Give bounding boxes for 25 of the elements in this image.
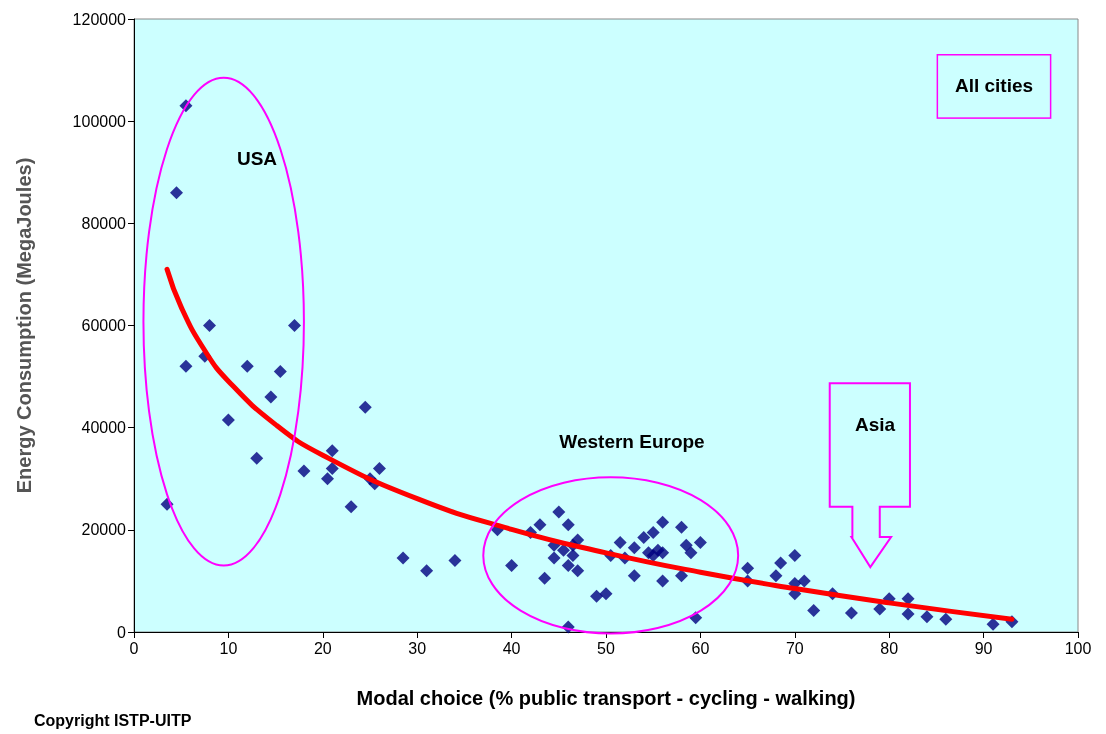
y-tick-label: 100000 xyxy=(72,112,127,130)
y-tick-label: 20000 xyxy=(81,521,127,539)
x-tick-label: 80 xyxy=(880,639,899,657)
x-tick-label: 60 xyxy=(691,639,710,657)
annotation: Western Europe xyxy=(559,430,705,452)
y-tick-label: 120000 xyxy=(72,10,127,28)
x-tick-label: 40 xyxy=(502,639,521,657)
y-axis-title: Energy Consumption (MegaJoules) xyxy=(13,157,35,494)
x-tick-label: 100 xyxy=(1064,639,1092,657)
annotation: Asia xyxy=(854,413,896,435)
y-tick-label: 80000 xyxy=(81,214,127,232)
x-tick-label: 10 xyxy=(219,639,238,657)
y-tick-label: 0 xyxy=(117,623,127,641)
x-tick-label: 0 xyxy=(129,639,139,657)
x-axis-title: Modal choice (% public transport - cycling - walking) xyxy=(356,687,856,709)
x-tick-label: 70 xyxy=(785,639,804,657)
annotation: USA xyxy=(236,147,278,169)
x-tick-label: 50 xyxy=(597,639,615,657)
y-tick-label: 60000 xyxy=(81,317,127,334)
y-tick-label: 40000 xyxy=(81,419,127,437)
text: Copyright ISTP-UITP xyxy=(34,711,192,729)
x-tick-label: 30 xyxy=(408,639,427,657)
x-tick-label: 90 xyxy=(974,639,993,657)
x-tick-label: 20 xyxy=(313,639,332,657)
annotation: All cities xyxy=(954,74,1034,96)
